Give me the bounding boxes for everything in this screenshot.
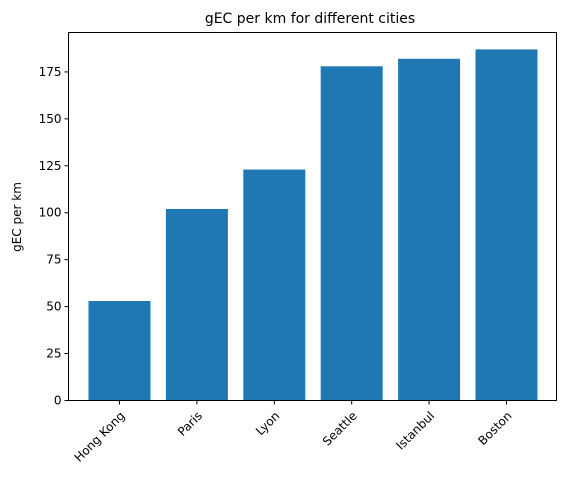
y-tick-label: 0 [54,394,62,408]
x-tick-label: Boston [475,409,514,448]
bar-paris [165,208,228,401]
bar-boston [475,49,538,401]
y-tick-label: 25 [46,347,61,361]
bar-istanbul [398,58,461,401]
y-tick-label: 100 [39,206,62,220]
y-tick-label: 50 [46,300,61,314]
bar-lyon [243,169,306,401]
x-axis-ticks: Hong Kong Paris Lyon Seattle Istanbul Boston [72,400,515,465]
y-tick-label: 125 [39,159,62,173]
chart-title: gEC per km for different cities [205,11,415,27]
x-tick-label: Hong Kong [72,409,128,465]
bar-hong-kong [88,300,151,401]
y-axis-label: gEC per km [10,182,24,252]
y-tick-label: 75 [46,253,61,267]
x-tick-label: Paris [175,409,205,439]
x-tick-label: Istanbul [393,409,437,453]
bar-seattle [320,66,383,401]
x-tick-label: Lyon [253,409,282,438]
y-axis-ticks: 0 25 50 75 100 125 150 175 [39,65,69,408]
y-tick-label: 150 [39,112,62,126]
plot-frame [68,32,557,401]
x-tick-label: Seattle [320,409,360,449]
bars-group [88,49,538,401]
y-tick-label: 175 [39,65,62,79]
